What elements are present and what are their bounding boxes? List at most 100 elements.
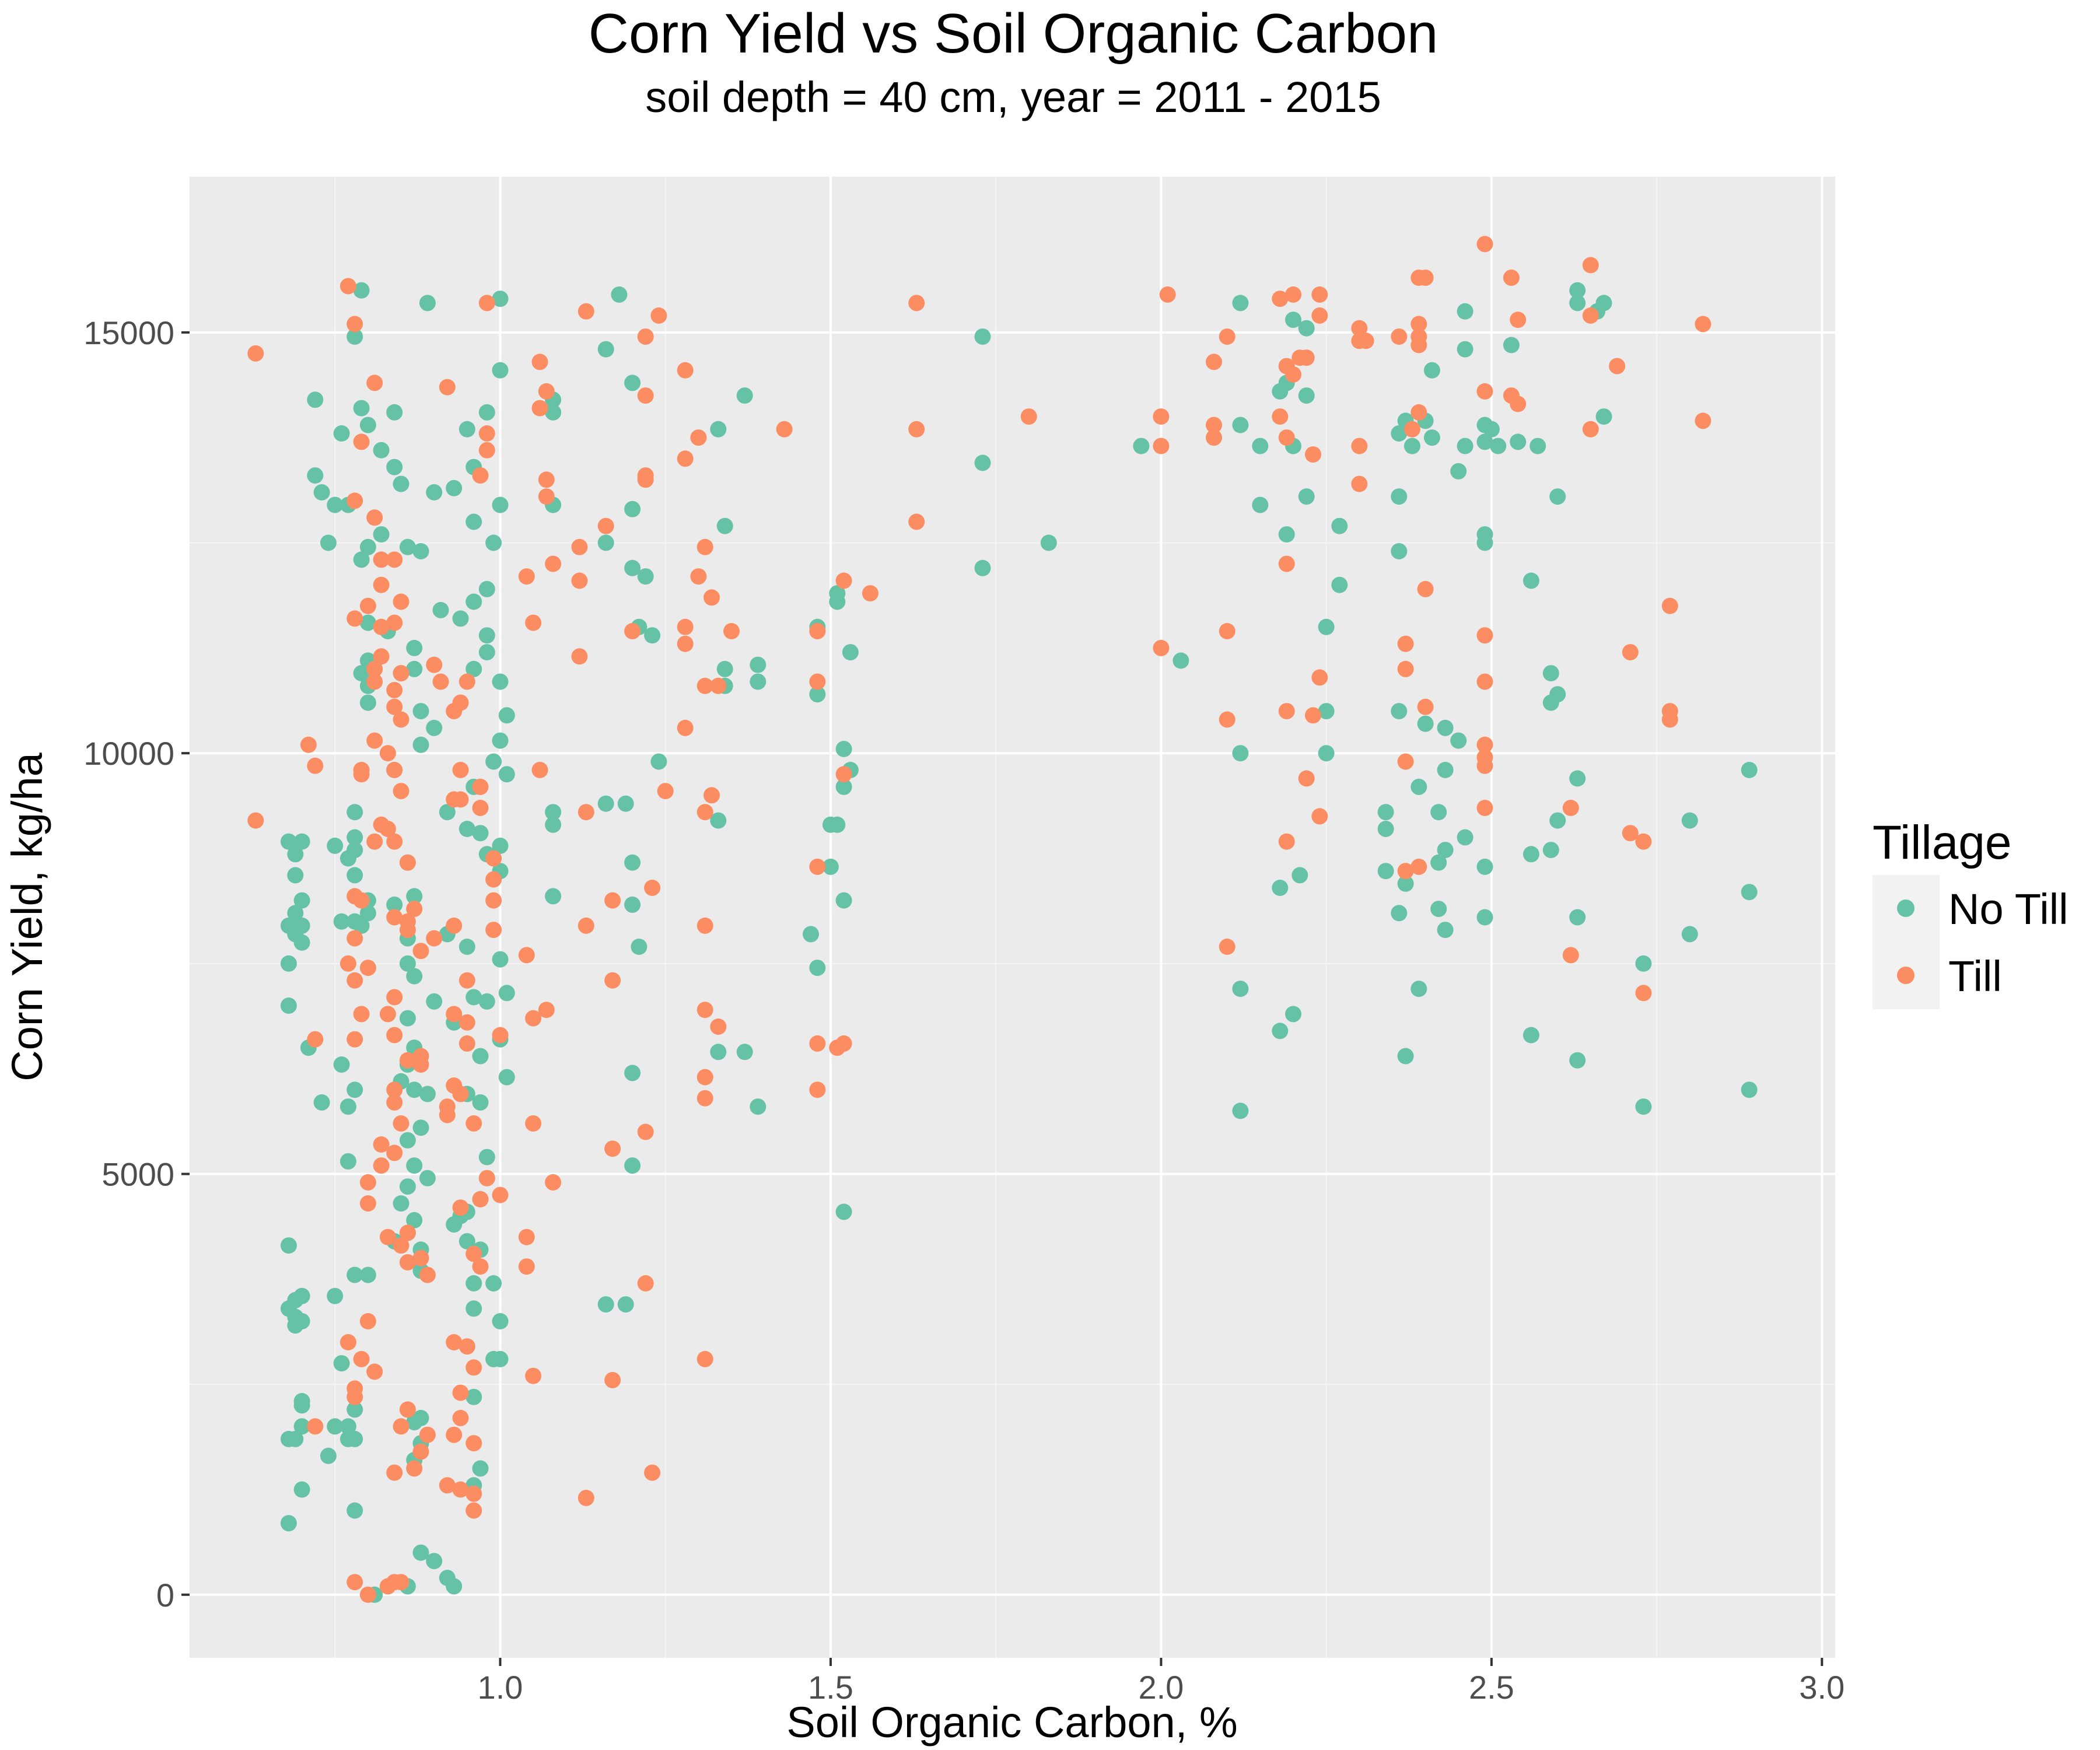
point-till [1351, 320, 1368, 337]
point-till [386, 1094, 403, 1111]
point-no-till [280, 833, 297, 850]
point-no-till [835, 741, 852, 757]
y-tick-label: 5000 [102, 1156, 174, 1192]
point-till [1622, 644, 1639, 661]
point-no-till [1252, 496, 1269, 513]
point-till [406, 1460, 423, 1477]
point-till [1609, 358, 1626, 374]
point-no-till [545, 404, 562, 421]
point-no-till [1476, 909, 1493, 926]
point-no-till [1423, 429, 1440, 446]
point-till [1397, 753, 1414, 770]
point-no-till [373, 526, 390, 543]
point-no-till [492, 290, 509, 307]
point-till [1562, 800, 1579, 816]
point-no-till [466, 593, 482, 610]
point-till [696, 1069, 713, 1086]
point-till [472, 467, 489, 484]
point-till [353, 1350, 370, 1367]
point-till [908, 421, 925, 438]
point-no-till [293, 934, 310, 951]
point-till [525, 1010, 542, 1027]
point-till [571, 648, 588, 665]
point-till [531, 762, 548, 778]
point-no-till [340, 1153, 356, 1170]
point-no-till [280, 1237, 297, 1254]
point-no-till [419, 295, 436, 312]
point-no-till [280, 998, 297, 1014]
x-tick-label: 1.0 [478, 1669, 523, 1706]
point-till [346, 1574, 363, 1591]
x-tick-label: 3.0 [1799, 1669, 1845, 1706]
point-till [1582, 257, 1599, 274]
point-no-till [320, 534, 337, 551]
point-till [386, 551, 403, 568]
point-till [1219, 328, 1236, 345]
point-no-till [1457, 829, 1474, 846]
point-till [1410, 337, 1427, 354]
point-till [386, 762, 403, 778]
point-no-till [1450, 732, 1467, 749]
point-till [399, 1224, 416, 1241]
point-no-till [353, 551, 370, 568]
point-till [412, 1250, 429, 1266]
point-till [419, 1266, 436, 1283]
point-no-till [287, 905, 304, 922]
point-till [307, 757, 324, 774]
point-till [1417, 698, 1434, 715]
point-no-till [293, 892, 310, 909]
point-no-till [1133, 438, 1150, 454]
point-no-till [346, 1082, 363, 1098]
point-no-till [1172, 652, 1189, 669]
point-till [373, 648, 390, 665]
point-till [518, 947, 535, 964]
point-no-till [1417, 715, 1434, 732]
point-no-till [327, 1287, 344, 1304]
point-till [386, 1027, 403, 1044]
point-no-till [307, 467, 324, 484]
point-till [1219, 623, 1236, 639]
point-till [373, 618, 390, 635]
point-no-till [1635, 1098, 1652, 1115]
point-no-till [459, 821, 475, 837]
point-no-till [624, 559, 641, 576]
point-till [1397, 863, 1414, 880]
point-no-till [1741, 884, 1758, 901]
point-no-till [280, 1515, 297, 1532]
point-no-till [313, 1094, 330, 1111]
point-no-till [472, 1460, 489, 1477]
point-no-till [432, 601, 449, 618]
point-no-till [1595, 408, 1612, 425]
point-no-till [1285, 1006, 1301, 1023]
point-no-till [1522, 1027, 1539, 1044]
point-till [835, 572, 852, 589]
legend: Tillage No Till Till [1873, 816, 2068, 1009]
point-no-till [716, 660, 733, 677]
point-till [386, 614, 403, 631]
point-till [1351, 475, 1368, 492]
point-no-till [426, 1553, 443, 1570]
point-no-till [287, 867, 304, 884]
point-till [1503, 270, 1520, 286]
point-no-till [1437, 842, 1454, 859]
point-till [1311, 669, 1328, 686]
point-till [637, 387, 654, 404]
point-till [571, 538, 588, 555]
point-till [399, 1254, 416, 1270]
point-no-till [485, 753, 502, 770]
point-till [399, 922, 416, 939]
point-no-till [498, 1069, 515, 1086]
point-no-till [406, 888, 423, 905]
point-till [650, 307, 667, 324]
point-till [696, 804, 713, 821]
point-till [1582, 421, 1599, 438]
x-tick-label: 1.5 [808, 1669, 853, 1706]
point-till [399, 1401, 416, 1418]
point-no-till [1232, 745, 1249, 762]
point-no-till [346, 867, 363, 884]
point-till [373, 576, 390, 593]
point-no-till [1377, 804, 1394, 821]
point-no-till [293, 1481, 310, 1498]
point-no-till [446, 1578, 463, 1595]
point-till [1278, 555, 1295, 572]
